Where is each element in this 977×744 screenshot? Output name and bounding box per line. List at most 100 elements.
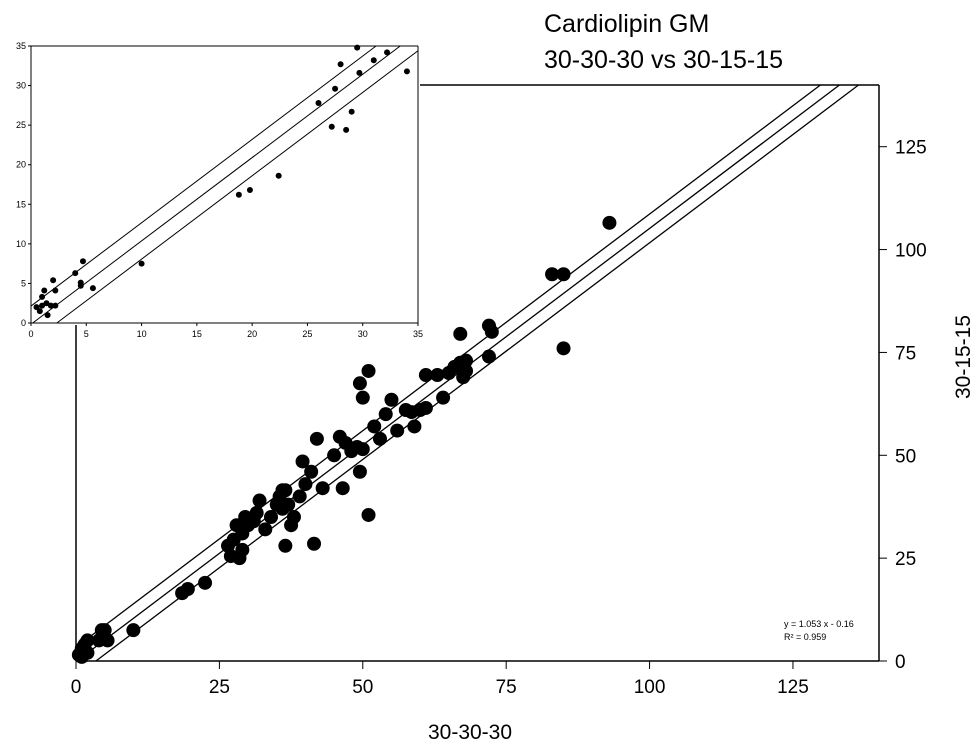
data-point bbox=[384, 392, 399, 407]
data-point bbox=[315, 481, 330, 496]
data-point bbox=[275, 172, 282, 179]
data-point bbox=[430, 368, 445, 383]
data-point bbox=[89, 285, 96, 292]
chart-title-line-2: 30-30-30 vs 30-15-15 bbox=[544, 46, 783, 74]
x-tick-label: 25 bbox=[302, 329, 312, 339]
data-point bbox=[77, 282, 84, 289]
data-point bbox=[281, 497, 296, 512]
data-point bbox=[278, 483, 293, 498]
data-point bbox=[355, 442, 370, 457]
x-tick-label: 75 bbox=[496, 677, 517, 698]
data-point bbox=[355, 390, 370, 405]
x-tick-label: 35 bbox=[413, 329, 423, 339]
y-tick-label: 100 bbox=[895, 241, 927, 262]
data-point bbox=[39, 293, 46, 300]
x-tick-label: 5 bbox=[84, 329, 89, 339]
data-point bbox=[138, 260, 145, 267]
data-point bbox=[378, 407, 393, 422]
data-point bbox=[332, 85, 339, 92]
data-point bbox=[258, 522, 273, 537]
data-point bbox=[328, 123, 335, 130]
data-point bbox=[252, 493, 267, 508]
x-axis-label: 30-30-30 bbox=[428, 721, 512, 744]
y-tick-label: 30 bbox=[16, 81, 26, 91]
data-point bbox=[372, 431, 387, 446]
y-tick-label: 35 bbox=[16, 41, 26, 51]
x-tick-label: 20 bbox=[247, 329, 257, 339]
y-tick-label: 50 bbox=[895, 446, 916, 467]
data-point bbox=[36, 308, 43, 315]
data-point bbox=[235, 191, 242, 198]
data-point bbox=[390, 423, 405, 438]
y-tick-label: 75 bbox=[895, 343, 916, 364]
data-point bbox=[298, 477, 313, 492]
y-tick-label: 125 bbox=[895, 138, 927, 159]
upper-band-line bbox=[30, 45, 377, 307]
data-point bbox=[356, 69, 363, 76]
data-point bbox=[335, 481, 350, 496]
data-point bbox=[72, 270, 79, 277]
data-point bbox=[343, 126, 350, 133]
main-data-points bbox=[71, 215, 617, 664]
x-tick-label: 125 bbox=[777, 677, 809, 698]
data-point bbox=[418, 368, 433, 383]
data-point bbox=[41, 287, 48, 294]
x-tick-label: 30 bbox=[358, 329, 368, 339]
y-tick-label: 20 bbox=[16, 160, 26, 170]
lower-band-line bbox=[56, 50, 419, 324]
data-point bbox=[304, 464, 319, 479]
data-point bbox=[348, 108, 355, 115]
data-point bbox=[556, 267, 571, 282]
chart-title-line-1: Cardiolipin GM bbox=[544, 10, 709, 38]
data-point bbox=[436, 390, 451, 405]
data-point bbox=[556, 341, 571, 356]
data-point bbox=[278, 538, 293, 553]
data-point bbox=[459, 363, 474, 378]
r-squared-label: R² = 0.959 bbox=[784, 632, 826, 642]
data-point bbox=[407, 419, 422, 434]
y-tick-label: 0 bbox=[895, 652, 906, 673]
y-tick-label: 25 bbox=[895, 549, 916, 570]
regression-equation: y = 1.053 x - 0.16 bbox=[784, 619, 854, 629]
data-point bbox=[602, 215, 617, 230]
y-axis-label: 30-15-15 bbox=[952, 315, 975, 399]
data-point bbox=[44, 312, 51, 319]
inset-axis-ticks: 0 5 10 15 20 25 30 35 0 5 10 15 20 25 30 35 bbox=[16, 41, 423, 339]
data-point bbox=[453, 326, 468, 341]
data-point bbox=[52, 287, 59, 294]
data-point bbox=[47, 302, 54, 309]
y-tick-label: 5 bbox=[21, 278, 26, 288]
x-tick-label: 50 bbox=[352, 677, 373, 698]
data-point bbox=[361, 363, 376, 378]
data-point bbox=[39, 302, 46, 309]
regression-line bbox=[32, 45, 401, 324]
data-point bbox=[198, 575, 213, 590]
data-point bbox=[286, 510, 301, 524]
data-point bbox=[327, 448, 342, 463]
y-tick-label: 10 bbox=[16, 239, 26, 249]
data-point bbox=[361, 507, 376, 522]
data-point bbox=[367, 419, 382, 434]
y-tick-label: 25 bbox=[16, 120, 26, 130]
data-point bbox=[309, 431, 324, 446]
data-point bbox=[315, 99, 322, 106]
data-point bbox=[79, 258, 86, 265]
inset-plot: 0 5 10 15 20 25 30 35 0 5 10 15 20 25 30 35 bbox=[16, 41, 423, 339]
data-point bbox=[235, 542, 250, 557]
data-point bbox=[295, 454, 310, 469]
data-point bbox=[292, 489, 307, 504]
data-point bbox=[33, 304, 40, 311]
inset-regression-lines bbox=[30, 45, 419, 324]
data-point bbox=[481, 349, 496, 364]
x-tick-label: 25 bbox=[209, 677, 230, 698]
x-tick-label: 15 bbox=[192, 329, 202, 339]
inset-data-points bbox=[33, 44, 410, 319]
x-tick-label: 100 bbox=[634, 677, 666, 698]
data-point bbox=[52, 302, 59, 309]
data-point bbox=[354, 44, 361, 51]
data-point bbox=[249, 505, 264, 520]
x-tick-label: 0 bbox=[71, 677, 82, 698]
y-tick-label: 0 bbox=[21, 318, 26, 328]
data-point bbox=[91, 633, 106, 648]
